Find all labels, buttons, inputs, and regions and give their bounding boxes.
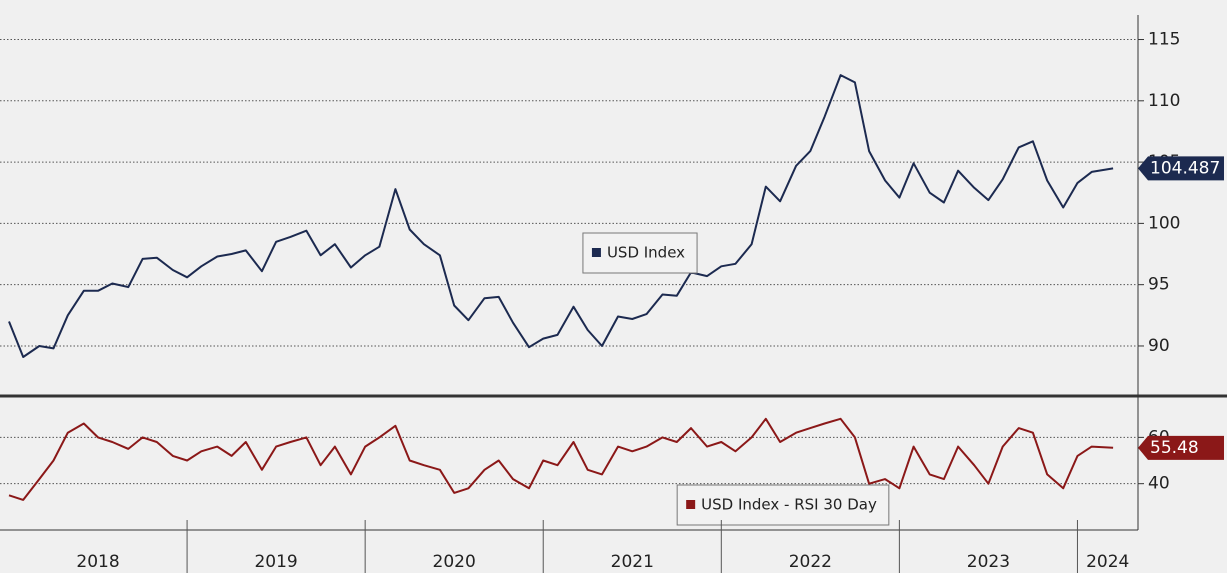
x-tick-label: 2024 — [1086, 552, 1129, 572]
legend-box — [676, 484, 890, 526]
line-series — [8, 74, 1114, 358]
x-tick-label: 2021 — [611, 552, 654, 572]
legend-swatch — [591, 248, 601, 257]
y-tick-label: 40 — [1148, 474, 1170, 494]
last-value-label: 55.48 — [1150, 438, 1199, 458]
last-value-label: 104.487 — [1150, 158, 1220, 178]
legend: USD Index - RSI 30 Day — [676, 484, 890, 526]
y-tick-label: 100 — [1148, 213, 1180, 233]
legend-box — [582, 232, 698, 274]
legend-label: USD Index — [607, 244, 685, 262]
legend-label: USD Index - RSI 30 Day — [701, 496, 877, 514]
last-value-badge — [1138, 156, 1224, 181]
y-tick-label: 90 — [1148, 336, 1170, 356]
x-tick-label: 2023 — [967, 552, 1010, 572]
legend-swatch — [686, 500, 696, 509]
legend: USD Index — [582, 232, 698, 274]
y-tick-label: 95 — [1148, 275, 1170, 295]
y-tick-label: 115 — [1148, 30, 1180, 50]
line-series — [8, 417, 1114, 501]
x-tick-label: 2020 — [433, 552, 476, 572]
last-value-badge — [1138, 435, 1224, 460]
y-tick-label: 110 — [1148, 91, 1180, 111]
x-tick-label: 2022 — [789, 552, 832, 572]
x-tick-label: 2019 — [254, 552, 297, 572]
x-tick-label: 2018 — [76, 552, 119, 572]
